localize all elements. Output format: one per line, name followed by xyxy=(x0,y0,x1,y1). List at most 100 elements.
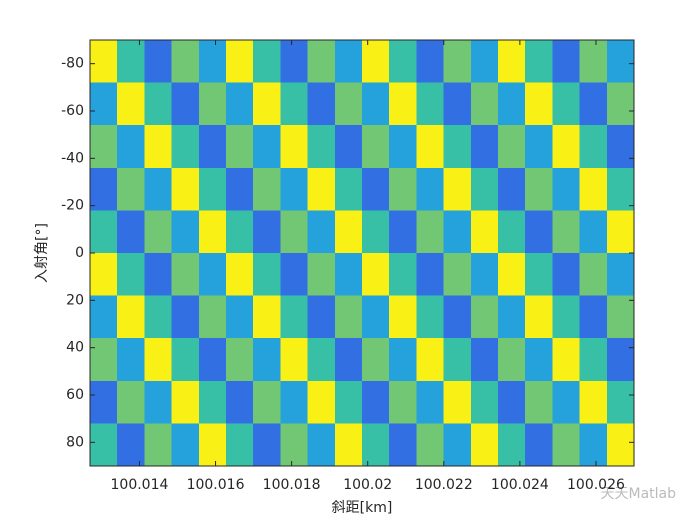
x-tick-label: 100.016 xyxy=(187,477,245,493)
y-tick-label: -60 xyxy=(61,103,84,119)
cell xyxy=(307,295,336,339)
cell xyxy=(498,210,526,254)
cell xyxy=(226,40,254,84)
cell xyxy=(470,423,499,467)
cell xyxy=(334,380,363,424)
y-tick-label: 0 xyxy=(75,245,84,261)
cell xyxy=(362,210,390,254)
cell xyxy=(144,338,173,382)
cell xyxy=(307,125,336,169)
cell xyxy=(389,295,417,339)
cell xyxy=(389,210,417,254)
cell xyxy=(307,40,336,84)
cell xyxy=(579,167,608,211)
cell xyxy=(90,210,118,254)
cell xyxy=(334,82,363,126)
cell xyxy=(280,423,309,467)
cell xyxy=(470,253,499,297)
cell xyxy=(253,82,281,126)
x-tick-label: 100.02 xyxy=(343,477,392,493)
cell xyxy=(171,423,200,467)
cell xyxy=(579,338,608,382)
cell xyxy=(90,125,118,169)
cell xyxy=(498,253,526,297)
x-tick-label: 100.024 xyxy=(491,477,549,493)
cell xyxy=(253,380,281,424)
cell xyxy=(362,125,390,169)
cell xyxy=(606,295,635,339)
cell xyxy=(226,338,254,382)
cell xyxy=(253,210,281,254)
cell xyxy=(389,380,417,424)
cell xyxy=(470,295,499,339)
cell xyxy=(525,167,553,211)
cell xyxy=(606,380,635,424)
cell xyxy=(226,295,254,339)
cell xyxy=(198,380,227,424)
cell xyxy=(144,253,173,297)
cell xyxy=(171,82,200,126)
cell xyxy=(307,253,336,297)
y-tick-label: 20 xyxy=(66,292,84,308)
cell xyxy=(280,82,309,126)
cell xyxy=(443,380,472,424)
cell xyxy=(579,295,608,339)
y-tick-label: -40 xyxy=(61,150,84,166)
cell xyxy=(171,210,200,254)
cell xyxy=(90,423,118,467)
cell xyxy=(307,338,336,382)
x-tick-label: 100.022 xyxy=(415,477,473,493)
cell xyxy=(334,125,363,169)
cell xyxy=(171,125,200,169)
cell xyxy=(525,253,553,297)
cell xyxy=(606,338,635,382)
cell xyxy=(552,125,581,169)
cell xyxy=(198,423,227,467)
cell xyxy=(226,380,254,424)
cell xyxy=(498,167,526,211)
cell xyxy=(198,253,227,297)
cell xyxy=(552,380,581,424)
cell xyxy=(579,380,608,424)
x-tick-label: 100.026 xyxy=(567,477,625,493)
cell xyxy=(144,210,173,254)
cell xyxy=(606,167,635,211)
cell xyxy=(525,125,553,169)
cell xyxy=(171,295,200,339)
cell xyxy=(226,125,254,169)
cell xyxy=(552,423,581,467)
cell xyxy=(280,40,309,84)
cell xyxy=(117,210,145,254)
cell xyxy=(307,210,336,254)
cell xyxy=(552,210,581,254)
cell xyxy=(90,338,118,382)
cell xyxy=(280,380,309,424)
cell xyxy=(226,423,254,467)
cell xyxy=(198,82,227,126)
cell xyxy=(90,253,118,297)
cell xyxy=(362,423,390,467)
cell xyxy=(498,380,526,424)
cell xyxy=(144,423,173,467)
cell xyxy=(117,82,145,126)
cell xyxy=(117,380,145,424)
cell xyxy=(144,40,173,84)
cell xyxy=(606,82,635,126)
cell xyxy=(362,295,390,339)
cell xyxy=(416,40,445,84)
cell xyxy=(334,210,363,254)
cell xyxy=(470,82,499,126)
cell xyxy=(144,295,173,339)
cell xyxy=(362,167,390,211)
cell xyxy=(470,210,499,254)
cell xyxy=(498,125,526,169)
cell xyxy=(416,295,445,339)
cell xyxy=(579,423,608,467)
cell xyxy=(226,82,254,126)
cell xyxy=(253,295,281,339)
cell xyxy=(117,423,145,467)
cell xyxy=(198,210,227,254)
cell xyxy=(470,338,499,382)
cell xyxy=(416,125,445,169)
